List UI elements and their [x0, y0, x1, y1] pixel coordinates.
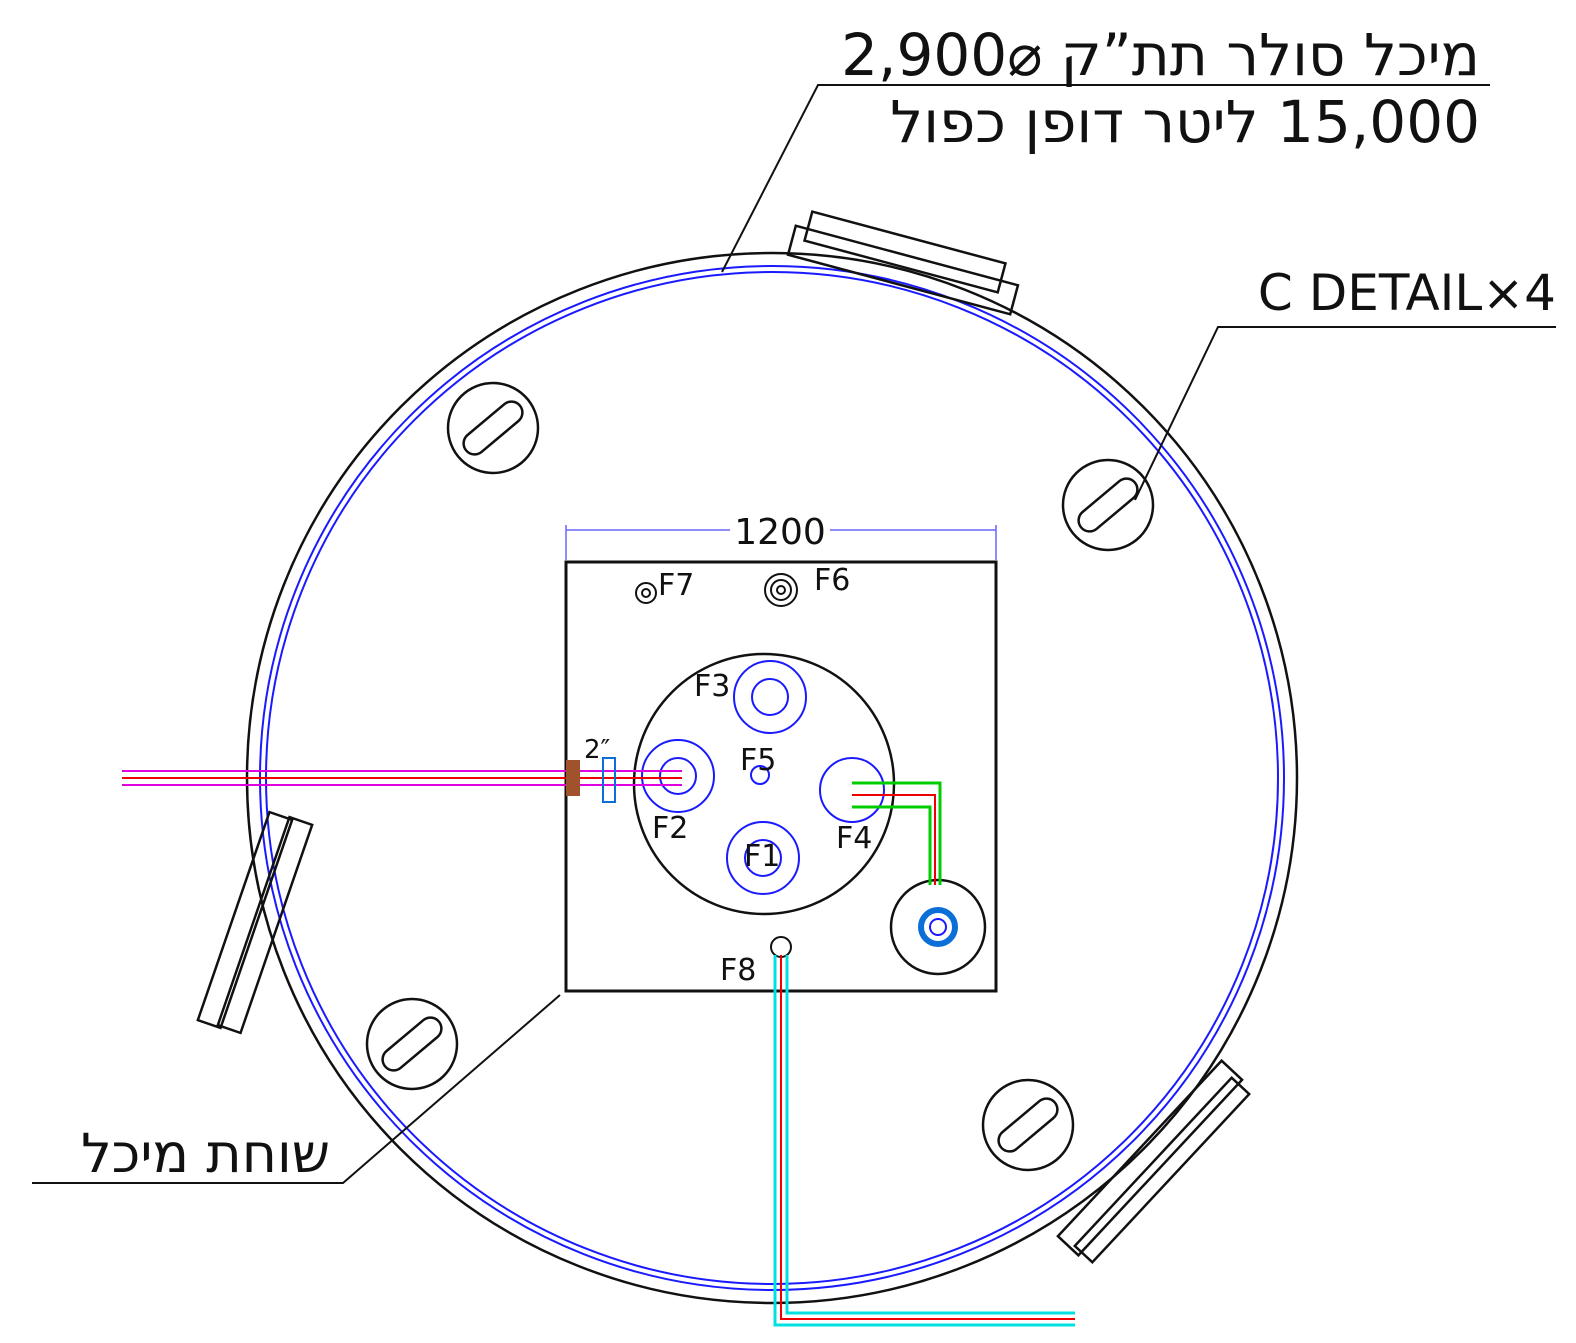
vent-pipe: [775, 955, 1075, 1325]
fitting-label: F2: [652, 811, 688, 846]
title-line1: מיכל סולר תת”ק ⌀2,900: [841, 21, 1480, 89]
fitting-label: F5: [740, 743, 776, 778]
saddles: [198, 212, 1249, 1263]
title-line2: 15,000 ליטר דופן כפול: [890, 88, 1480, 156]
drawing: 1200 מיכל סולר תת”ק ⌀2,900 15,000 ליטר ד…: [0, 0, 1576, 1343]
page-body: 1200 מיכל סולר תת”ק ⌀2,900 15,000 ליטר ד…: [0, 0, 1576, 1343]
fitting-label: F1: [744, 839, 780, 874]
detail-callout: C DETAIL×4: [1258, 264, 1556, 322]
dimension-label: 1200: [734, 512, 826, 553]
pipe-size: 2″: [584, 735, 611, 765]
pipe-flange: [566, 760, 580, 796]
pit: [566, 562, 996, 991]
fitting-label: F8: [720, 953, 756, 988]
fitting-label: F6: [814, 563, 850, 598]
leader: [1135, 327, 1556, 500]
fitting-label: F3: [694, 669, 730, 704]
flanges: [642, 661, 955, 944]
fitting-label: F7: [658, 568, 694, 603]
fitting-label: F4: [836, 821, 872, 856]
page: {"header": {"line1": "מיכל סולר תת”ק ⌀2,…: [0, 0, 1576, 1343]
pit-callout: שוחת מיכל: [81, 1122, 330, 1185]
pump: [891, 880, 985, 974]
